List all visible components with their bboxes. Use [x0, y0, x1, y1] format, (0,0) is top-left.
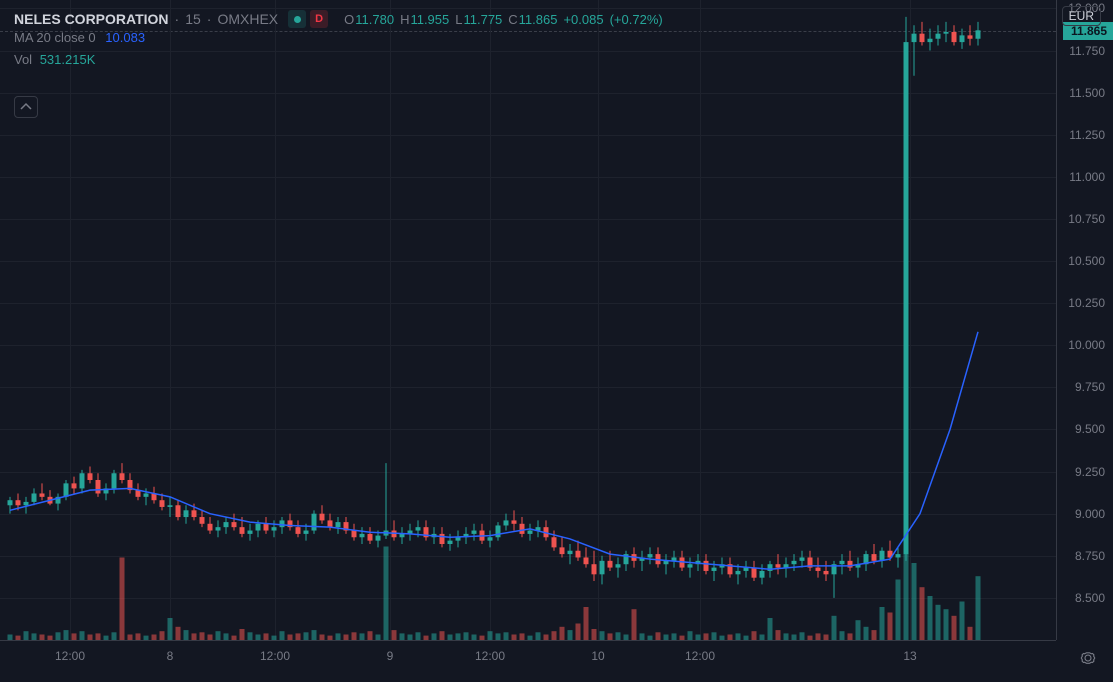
ohlc-readout: O11.780 H11.955 L11.775 C11.865 +0.085 (… — [344, 12, 663, 27]
ma-indicator-legend[interactable]: MA 20 close 0 10.083 — [14, 30, 145, 45]
ma-value: 10.083 — [105, 30, 145, 45]
y-axis-tick: 10.500 — [1068, 254, 1105, 268]
x-axis-tick: 12:00 — [475, 649, 505, 663]
volume-value: 531.215K — [40, 52, 96, 67]
price-axis[interactable]: 8.500 8.750 9.000 9.250 9.500 9.750 10.000 10.2… — [1056, 0, 1113, 640]
currency-button[interactable]: EUR — [1062, 6, 1101, 26]
y-axis-tick: 9.250 — [1075, 465, 1105, 479]
x-axis-tick: 13 — [903, 649, 916, 663]
price-change-pct: (+0.72%) — [610, 12, 663, 27]
y-axis-tick: 9.750 — [1075, 380, 1105, 394]
market-status-icon — [288, 10, 306, 28]
y-axis-tick: 11.750 — [1069, 44, 1105, 58]
separator: · — [207, 11, 212, 27]
y-axis-tick: 10.000 — [1068, 338, 1105, 352]
y-axis-tick: 8.500 — [1075, 591, 1105, 605]
x-axis-tick: 10 — [591, 649, 604, 663]
y-axis-tick: 11.250 — [1069, 128, 1105, 142]
chart-plot-area[interactable] — [0, 0, 1056, 640]
chevron-up-icon — [20, 102, 32, 112]
data-mode-badge: D — [310, 10, 328, 28]
volume-indicator-legend[interactable]: Vol 531.215K — [14, 52, 95, 67]
y-axis-tick: 8.750 — [1075, 549, 1105, 563]
price-change: +0.085 — [563, 12, 603, 27]
symbol-name[interactable]: NELES CORPORATION — [14, 11, 169, 27]
separator: · — [175, 11, 180, 27]
gear-icon — [1079, 649, 1097, 667]
y-axis-tick: 10.750 — [1068, 212, 1105, 226]
x-axis-tick: 12:00 — [260, 649, 290, 663]
y-axis-tick: 11.500 — [1069, 86, 1105, 100]
chart-svg-layer — [0, 0, 1056, 640]
x-axis-tick: 12:00 — [55, 649, 85, 663]
y-axis-tick: 11.000 — [1069, 170, 1105, 184]
exchange-label: OMXHEX — [217, 11, 278, 27]
chart-legend-header: NELES CORPORATION · 15 · OMXHEX D O11.78… — [14, 8, 1043, 30]
x-axis-tick: 8 — [167, 649, 174, 663]
interval-label[interactable]: 15 — [185, 11, 201, 27]
time-axis[interactable]: 12:00 8 12:00 9 12:00 10 12:00 13 — [0, 640, 1056, 682]
y-axis-tick: 9.000 — [1075, 507, 1105, 521]
x-axis-tick: 9 — [387, 649, 394, 663]
settings-button[interactable] — [1079, 649, 1097, 672]
y-axis-tick: 9.500 — [1075, 422, 1105, 436]
y-axis-tick: 10.250 — [1068, 296, 1105, 310]
x-axis-tick: 12:00 — [685, 649, 715, 663]
collapse-legend-button[interactable] — [14, 96, 38, 118]
